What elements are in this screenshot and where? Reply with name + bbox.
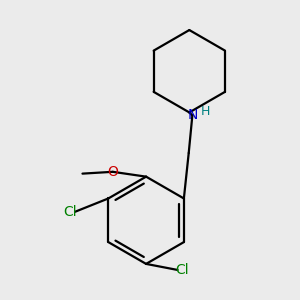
Text: O: O xyxy=(107,165,118,179)
Text: H: H xyxy=(201,105,210,118)
Text: Cl: Cl xyxy=(63,205,77,219)
Text: N: N xyxy=(187,109,197,122)
Text: Cl: Cl xyxy=(176,263,189,277)
